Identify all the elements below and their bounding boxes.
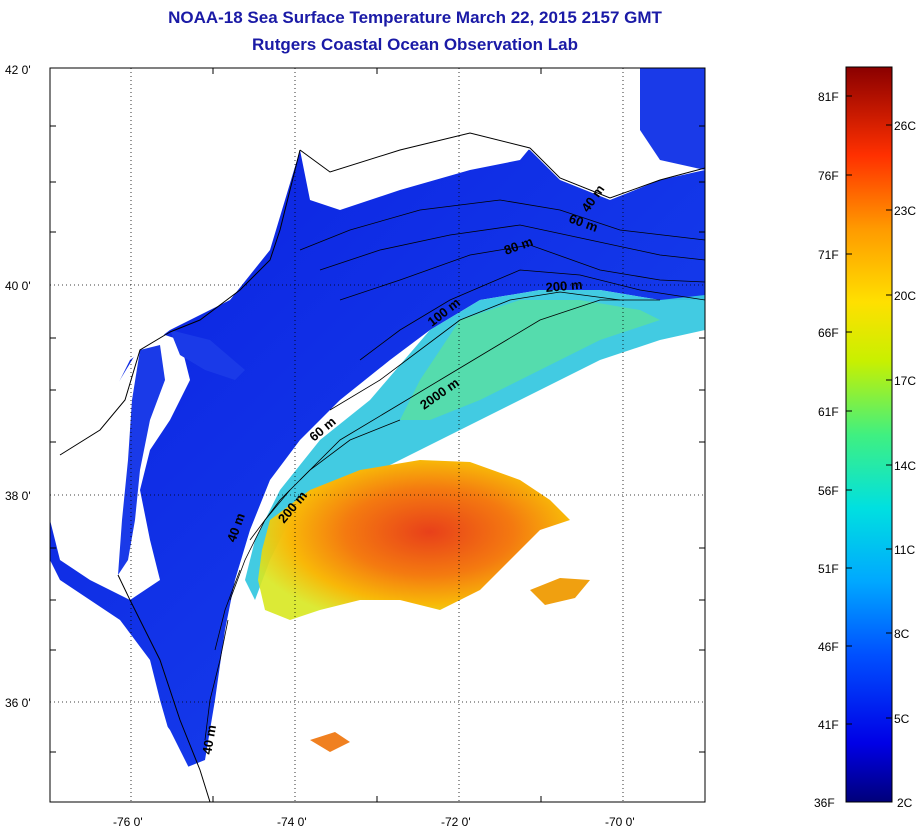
colorbar-f-label: 51F [818,562,839,576]
colorbar-c-label: 17C [894,374,916,388]
long-island-land [300,132,530,210]
shelf-water-cold [50,135,705,770]
colorbar-c-label: 11C [894,543,915,557]
colorbar-c-label: 8C [894,627,910,641]
frame-ticks [50,68,705,802]
coastline [59,132,705,802]
lon-label: -74 0' [277,815,307,829]
colorbar-f-label: 76F [818,169,839,183]
colorbar-f-label: 66F [818,326,839,340]
colorbar-c-label: 5C [894,712,910,726]
colorbar-f-label: 36F [814,796,835,810]
colorbar-f-label: 41F [818,718,839,732]
isobath-contours [204,199,705,741]
lon-label: -76 0' [113,815,143,829]
colorbar [845,66,893,803]
colorbar-ticks [846,95,892,725]
map-title: NOAA-18 Sea Surface Temperature March 22… [168,8,662,27]
warm-eddy [530,578,590,605]
map-area: 40 m 60 m 80 m 200 m 100 m 2000 m 60 m 2… [50,68,705,802]
northeast-water [640,68,705,170]
colorbar-c-label: 14C [894,459,916,473]
southern-land [50,600,190,802]
map-subtitle: Rutgers Coastal Ocean Observation Lab [252,35,578,54]
isobath-label: 200 m [545,277,583,295]
gulf-stream-warm [258,460,570,620]
lon-label: -72 0' [441,815,471,829]
colorbar-f-label: 71F [818,248,839,262]
lon-label: -70 0' [605,815,635,829]
lat-label: 38 0' [5,489,31,503]
colorbar-f-label: 56F [818,484,839,498]
lat-label: 42 0' [5,63,31,77]
isobath-label: 40 m [199,724,219,756]
slope-water-green [400,300,660,420]
colorbar-f-label: 46F [818,640,839,654]
colorbar-c-label: 2C [897,796,913,810]
warm-patch-south [310,732,350,752]
chesapeake-bay [118,345,165,575]
colorbar-f-label: 81F [818,90,839,104]
colorbar-f-label: 61F [818,405,839,419]
colorbar-c-label: 26C [894,119,916,133]
lat-label: 36 0' [5,696,31,710]
colorbar-c-label: 20C [894,289,916,303]
delaware-bay [170,330,245,380]
lat-label: 40 0' [5,279,31,293]
colorbar-c-label: 23C [894,204,916,218]
